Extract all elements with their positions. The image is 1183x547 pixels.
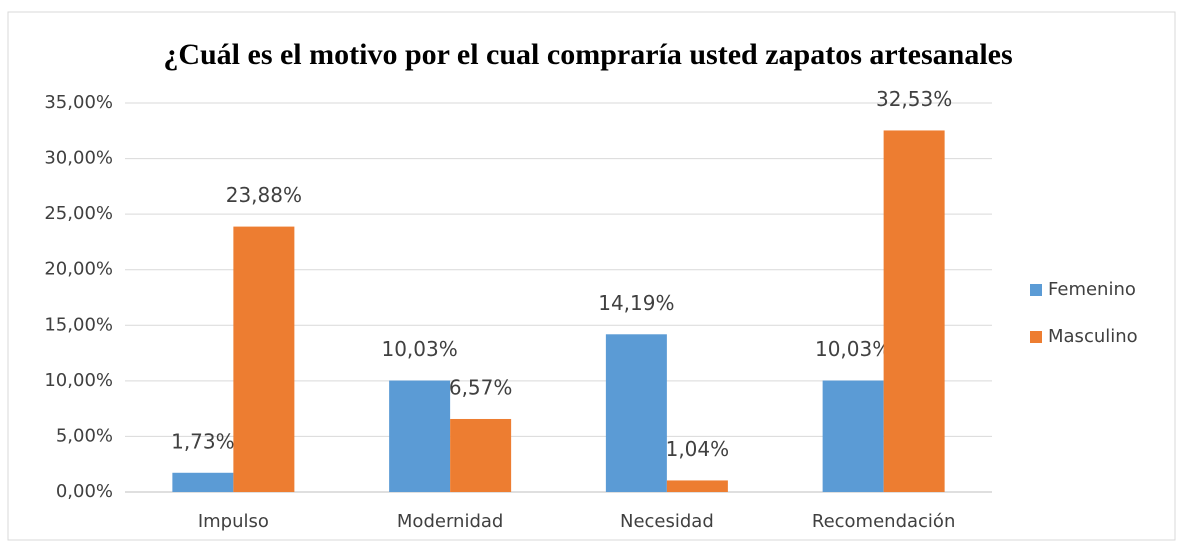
bar	[883, 130, 945, 493]
value-label: 32,53%	[876, 87, 952, 111]
x-tick-label: Modernidad	[397, 511, 503, 532]
y-tick-label: 15,00%	[44, 314, 113, 335]
legend-label: Femenino	[1048, 279, 1136, 300]
value-label: 1,04%	[666, 437, 730, 461]
y-tick-label: 30,00%	[44, 148, 113, 169]
legend-label: Masculino	[1048, 326, 1138, 347]
bar	[389, 380, 451, 492]
x-tick-label: Recomendación	[812, 511, 955, 532]
y-tick-label: 25,00%	[44, 203, 113, 224]
legend-swatch	[1030, 284, 1042, 296]
x-tick-label: Necesidad	[620, 511, 714, 532]
bar	[822, 380, 884, 492]
y-tick-label: 20,00%	[44, 259, 113, 280]
y-tick-label: 35,00%	[44, 92, 113, 113]
bar	[233, 226, 295, 492]
value-label: 1,73%	[171, 429, 235, 453]
y-tick-label: 10,00%	[44, 370, 113, 391]
y-tick-label: 5,00%	[56, 425, 113, 446]
y-tick-label: 0,00%	[56, 481, 113, 502]
bar	[172, 472, 234, 492]
value-label: 23,88%	[226, 183, 302, 207]
bar	[450, 418, 512, 492]
x-tick-label: Impulso	[198, 511, 269, 532]
bar	[605, 334, 667, 492]
value-label: 10,03%	[815, 337, 891, 361]
legend-swatch	[1030, 331, 1042, 343]
bar	[666, 480, 728, 492]
chart-border	[7, 11, 1176, 541]
value-label: 10,03%	[381, 337, 457, 361]
value-label: 14,19%	[598, 291, 674, 315]
value-label: 6,57%	[449, 375, 513, 399]
chart-title: ¿Cuál es el motivo por el cual compraría…	[163, 38, 1012, 71]
